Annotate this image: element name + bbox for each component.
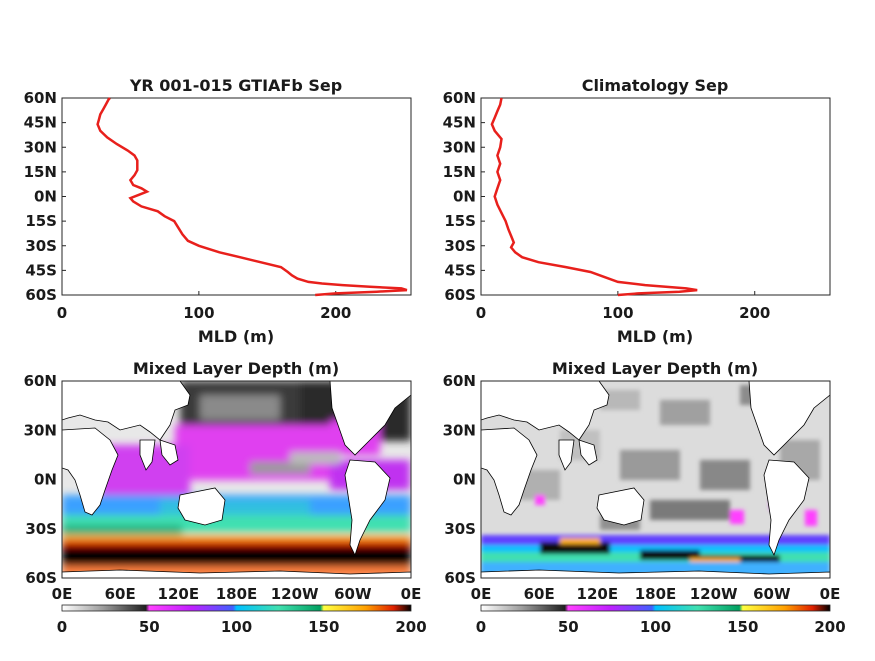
x-tick-label: 60W [753,585,791,603]
x-tick-label: 200 [739,304,770,322]
x-tick-label: 60E [524,585,555,603]
chart-title: Mixed Layer Depth (m) [133,359,339,378]
y-tick-label: 30S [444,520,476,538]
plot-area [480,97,831,296]
x-tick-label: 120W [271,585,319,603]
y-tick-label: 45S [444,261,476,279]
x-tick-label: 60W [334,585,372,603]
y-tick-label: 30N [24,421,57,439]
colorbar-tick-label: 0 [57,618,67,636]
colorbar-tick-label: 150 [727,618,758,636]
y-tick-label: 60S [25,569,57,587]
y-tick-labels: 60N 45N 30N 15N 0N 15S 30S 45S 60S [24,89,66,304]
chart-title: YR 001-015 GTIAFb Sep [129,76,342,95]
mld-profile-line [490,97,698,297]
y-tick-label: 30N [443,138,476,156]
x-tick-labels: 0E 60E 120E 180E 120W 60W 0E [52,585,422,603]
x-tick-labels: 0E 60E 120E 180E 120W 60W 0E [471,585,841,603]
mld-map-model: Mixed Layer Depth (m) [24,359,427,636]
x-tick-label: 0E [401,585,422,603]
colorbar-tick-label: 100 [640,618,671,636]
plot-area [480,380,831,579]
x-tick-label: 180E [635,585,677,603]
y-tick-label: 30N [443,421,476,439]
land-mask [62,381,411,578]
x-tick-label: 120W [690,585,738,603]
x-tick-labels: 0 100 200 [476,291,770,322]
y-tick-label: 60N [24,372,57,390]
x-axis-label: MLD (m) [198,327,274,346]
x-tick-label: 120E [158,585,200,603]
map-field [481,381,830,578]
y-tick-label: 0N [34,471,57,489]
y-tick-label: 60N [24,89,57,107]
colorbar-tick-label: 150 [308,618,339,636]
y-tick-label: 45S [25,261,57,279]
colorbar-tick-label: 200 [395,618,426,636]
y-tick-label: 30S [25,520,57,538]
plot-area [61,380,412,579]
y-tick-label: 60S [444,286,476,304]
x-tick-label: 200 [320,304,351,322]
y-tick-label: 60S [444,569,476,587]
plot-area [61,97,412,296]
colorbar [61,604,412,612]
colorbar-tick-label: 200 [814,618,845,636]
chart-title: Mixed Layer Depth (m) [552,359,758,378]
x-tick-label: 0E [52,585,73,603]
map-field [62,381,411,578]
colorbar-tick-label: 50 [139,618,160,636]
x-tick-label: 0E [820,585,841,603]
y-tick-label: 15S [444,212,476,230]
y-tick-label: 0N [34,188,57,206]
x-tick-label: 100 [183,304,214,322]
y-tick-label: 30S [444,237,476,255]
y-tick-labels: 60N 30N 0N 30S 60S [24,372,57,587]
x-tick-label: 100 [602,304,633,322]
colorbar-tick-label: 100 [221,618,252,636]
y-tick-labels: 60N 30N 0N 30S 60S [443,372,476,587]
colorbar-tick-labels: 0 50 100 150 200 [57,618,427,636]
land-mask [481,381,830,578]
x-axis-label: MLD (m) [617,327,693,346]
profile-plot-climatology: Climatology Sep 60N45N30N15N0N15S30S45S6… [443,76,831,346]
y-tick-label: 15N [443,163,476,181]
y-tick-label: 45N [24,114,57,132]
colorbar [480,604,831,612]
y-tick-label: 60N [443,89,476,107]
y-tick-label: 15N [24,163,57,181]
y-tick-label: 45N [443,114,476,132]
mld-profile-line [96,97,408,297]
y-tick-label: 60N [443,372,476,390]
y-tick-label: 60S [25,286,57,304]
y-tick-label: 30N [24,138,57,156]
colorbar-tick-label: 0 [476,618,486,636]
y-tick-label: 0N [453,188,476,206]
x-tick-labels: 0 100 200 [57,291,351,322]
mld-map-climatology: Mixed Layer Depth (m) [443,359,846,636]
x-tick-label: 60E [105,585,136,603]
colorbar-tick-labels: 0 50 100 150 200 [476,618,846,636]
y-tick-label: 15S [25,212,57,230]
x-tick-label: 0 [476,304,486,322]
x-tick-label: 0E [471,585,492,603]
x-tick-label: 0 [57,304,67,322]
y-tick-label: 30S [25,237,57,255]
x-tick-label: 180E [216,585,258,603]
x-tick-label: 120E [577,585,619,603]
y-tick-labels: 60N 45N 30N 15N 0N 15S 30S 45S 60S [443,89,485,304]
colorbar-tick-label: 50 [558,618,579,636]
chart-title: Climatology Sep [582,76,729,95]
profile-plot-model: YR 001-015 GTIAFb Sep 60N 45N 30N 15N 0N 15S 3… [24,76,412,346]
y-tick-label: 0N [453,471,476,489]
